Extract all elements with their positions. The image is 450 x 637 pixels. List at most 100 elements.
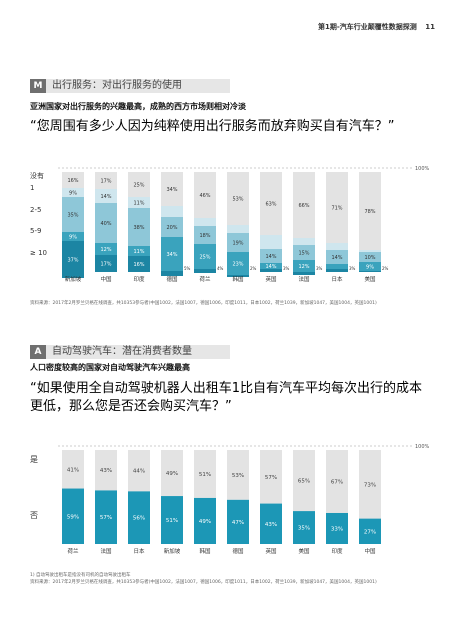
chart-a-category-label: 法国 xyxy=(100,547,112,555)
chart-m-bar-segment xyxy=(293,172,315,238)
section-a-tag: A 自动驾驶汽车：潜在消费者数量 xyxy=(30,345,425,359)
section-m-subheadline: 亚洲国家对出行服务的兴趣最高，成熟的西方市场则相对冷淡 xyxy=(30,102,246,111)
chart-m-data-label: 12% xyxy=(298,264,309,270)
chart-m-plot: 没有 1 2-5 5-9 ≥ 10 100% 16% 9% 35% 9% 37% 新加坡 17% 14% 4… xyxy=(30,166,430,283)
chart-a-data-label: 43% xyxy=(265,522,277,528)
chart-a-category-label: 印度 xyxy=(331,547,343,555)
chart-a-data-label: 49% xyxy=(199,519,211,525)
chart-a-category-label: 美国 xyxy=(298,547,310,555)
chart-a-data-label: 59% xyxy=(67,514,79,520)
chart-m-bar-segment xyxy=(161,206,183,217)
chart-a-category-label: 德国 xyxy=(232,547,244,555)
chart-m-data-label: 18% xyxy=(199,233,210,239)
chart-a-data-label: 33% xyxy=(331,526,343,532)
chart-m-data-label: 38% xyxy=(133,225,144,231)
chart-a-total-label: 100% xyxy=(415,444,430,450)
chart-a-bar-segment xyxy=(260,503,282,544)
chart-a-data-label: 41% xyxy=(67,467,79,473)
chart-a-bar-segment xyxy=(194,497,216,544)
chart-a-bar-segment xyxy=(293,450,315,512)
chart-m-bar-segment xyxy=(95,243,117,255)
chart-m-bar-segment xyxy=(227,172,249,225)
chart-a-data-label: 49% xyxy=(166,471,178,477)
chart-m-data-label: 25% xyxy=(199,255,210,261)
chart-m-row-label: 2-5 xyxy=(30,206,41,214)
chart-m-data-label: 37% xyxy=(67,258,78,264)
chart-a-data-label: 57% xyxy=(265,475,277,481)
section-m-question: “您周围有多少人因为纯粹使用出行服务而放弃购买自有汽车？” xyxy=(30,119,395,134)
chart-m-category-label: 美国 xyxy=(364,275,376,283)
section-m-tag: M 出行服务：对出行服务的使用 xyxy=(30,79,425,93)
chart-m-small-label: 3% xyxy=(349,266,356,271)
chart-m-category-label: 日本 xyxy=(331,275,343,283)
chart-m-bar-segment xyxy=(293,238,315,245)
chart-a-bar-segment xyxy=(95,450,117,491)
chart-a-data-label: 57% xyxy=(100,515,112,521)
chart-m: 没有 1 2-5 5-9 ≥ 10 100% 16% 9% 35% 9% 37% 新加坡 17% 14% 4… xyxy=(30,166,430,283)
section-a-footnote: 1) 自动驾驶出租车是指没有司机的自动驾驶出租车 xyxy=(30,573,131,578)
chart-m-bar-segment xyxy=(161,172,183,206)
chart-a-bar-segment xyxy=(161,496,183,544)
chart-a-bar-segment xyxy=(326,450,348,513)
section-m-bar xyxy=(30,79,230,93)
section-a-subheadline: 人口密度较高的国家对自动驾驶汽车兴趣最高 xyxy=(30,363,190,372)
chart-m-bar-segment xyxy=(359,250,381,252)
chart-m-bar-segment xyxy=(128,256,150,272)
chart-m-bar-segment xyxy=(62,232,84,241)
chart-m-small-label: 2% xyxy=(250,266,257,271)
chart-a: 是否 100% 41% 59% 荷兰 43% 57% 法国 44% 56% 日本 49% 51% 新加坡 5… xyxy=(30,444,430,555)
chart-m-row-label: 5-9 xyxy=(30,227,41,235)
chart-m-data-label: 19% xyxy=(232,241,243,247)
chart-m-data-label: 23% xyxy=(232,262,243,268)
chart-a-category-label: 英国 xyxy=(265,547,277,555)
chart-m-data-label: 34% xyxy=(166,187,177,193)
chart-m-bar-segment xyxy=(359,271,381,272)
chart-a-data-label: 43% xyxy=(100,468,112,474)
chart-m-row-label: 1 xyxy=(30,184,34,192)
chart-a-row-label: 是 xyxy=(30,455,38,464)
chart-m-data-label: 9% xyxy=(366,265,374,271)
section-m-letter: M xyxy=(30,79,46,93)
chart-a-bar-segment xyxy=(359,450,381,519)
page-header: 第1期-汽车行业颠覆性数据探测 11 xyxy=(250,22,435,32)
chart-m-bar-segment xyxy=(326,172,348,243)
chart-a-bar-segment xyxy=(194,450,216,498)
chart-m-bar-segment xyxy=(62,188,84,197)
chart-m-bar-segment xyxy=(326,250,348,264)
chart-m-bar-segment xyxy=(62,241,84,278)
chart-a-plot: 是否 100% 41% 59% 荷兰 43% 57% 法国 44% 56% 日本 49% 51% 新加坡 5… xyxy=(30,444,430,555)
chart-a-data-label: 27% xyxy=(364,529,376,535)
section-a-question: “如果使用全自动驾驶机器人出租车1比自有汽车平均每次出行的成本更低，那么您是否还… xyxy=(30,381,423,414)
chart-m-bar-segment xyxy=(260,235,282,249)
chart-a-bar-segment xyxy=(95,490,117,544)
chart-m-data-label: 40% xyxy=(100,221,111,227)
chart-a-bar-segment xyxy=(128,491,150,544)
chart-a-bar-segment xyxy=(326,512,348,544)
chart-m-data-label: 78% xyxy=(364,209,375,215)
chart-m-bar-segment xyxy=(326,264,348,269)
chart-a-bar-segment xyxy=(260,450,282,504)
chart-m-data-label: 11% xyxy=(133,201,144,207)
chart-m-bar-segment xyxy=(95,172,117,189)
chart-a-row-label: 否 xyxy=(30,511,38,520)
chart-a-data-label: 67% xyxy=(331,479,343,485)
chart-a-bar-segment xyxy=(161,450,183,497)
chart-m-small-label: 4% xyxy=(217,266,224,271)
chart-a-data-label: 35% xyxy=(298,526,310,532)
chart-a-data-label: 73% xyxy=(364,482,376,488)
chart-m-data-label: 34% xyxy=(166,252,177,258)
chart-m-bar-segment xyxy=(95,203,117,243)
header-title: 第1期-汽车行业颠覆性数据探测 xyxy=(318,23,417,31)
chart-m-data-label: 71% xyxy=(331,206,342,212)
chart-m-data-label: 17% xyxy=(100,179,111,185)
chart-m-category-label: 荷兰 xyxy=(199,275,211,283)
chart-m-row-label: ≥ 10 xyxy=(30,249,47,257)
chart-m-category-label: 新加坡 xyxy=(65,275,82,283)
chart-m-total-label: 100% xyxy=(415,166,430,172)
chart-a-bar-segment xyxy=(128,450,150,492)
chart-m-bar-segment xyxy=(161,237,183,271)
chart-a-bar-segment xyxy=(227,450,249,500)
chart-a-category-label: 日本 xyxy=(133,547,145,555)
chart-m-bar-segment xyxy=(194,244,216,269)
chart-m-bar-segment xyxy=(128,246,150,256)
